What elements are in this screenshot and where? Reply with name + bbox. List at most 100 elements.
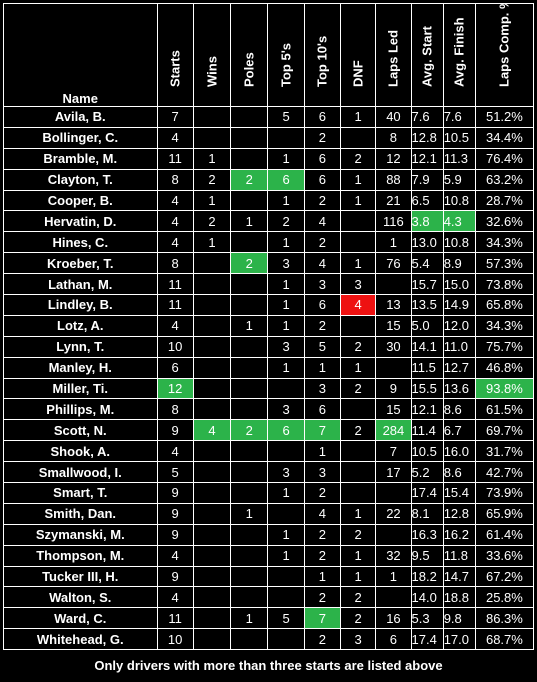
cell-laps-led: 15: [375, 314, 412, 337]
cell-avg-finish: 10.8: [442, 189, 476, 212]
cell-laps-comp: 34.3%: [474, 231, 535, 254]
cell-top5: 1: [267, 189, 305, 212]
cell-starts: 10: [156, 335, 194, 358]
cell-top10: 1: [303, 356, 342, 379]
cell-laps-comp: 93.8%: [474, 377, 535, 400]
cell-wins: 2: [192, 168, 232, 191]
cell-name: Manley, H.: [3, 356, 158, 379]
cell-laps-comp: 46.8%: [474, 356, 535, 379]
cell-avg-start: 13.0: [410, 231, 444, 254]
cell-laps-comp: 73.8%: [474, 273, 535, 296]
cell-avg-start: 15.7: [410, 273, 444, 296]
cell-avg-start: 14.1: [410, 335, 444, 358]
cell-avg-finish: 10.8: [442, 231, 476, 254]
cell-top5: [267, 440, 305, 463]
cell-avg-finish: 17.0: [442, 628, 476, 651]
cell-top5: [267, 126, 305, 149]
cell-poles: [230, 231, 269, 254]
cell-wins: [192, 273, 232, 296]
cell-top5: 3: [267, 252, 305, 275]
cell-poles: 1: [230, 210, 269, 233]
cell-name: Tucker III, H.: [3, 565, 158, 588]
cell-laps-comp: 67.2%: [474, 565, 535, 588]
cell-top10: 3: [303, 377, 342, 400]
cell-poles: [230, 126, 269, 149]
cell-top5: 1: [267, 356, 305, 379]
cell-laps-led: 6: [375, 628, 412, 651]
cell-laps-led: 9: [375, 377, 412, 400]
cell-top5: [267, 377, 305, 400]
table-row: Kroeber, T. 8 2 3 4 1 76 5.4 8.9 57.3%: [3, 252, 535, 275]
cell-laps-comp: 57.3%: [474, 252, 535, 275]
cell-laps-comp: 73.9%: [474, 482, 535, 504]
cell-top5: 1: [267, 482, 305, 504]
cell-avg-finish: 12.7: [442, 356, 476, 379]
cell-starts: 9: [156, 482, 194, 504]
cell-laps-comp: 33.6%: [474, 544, 535, 567]
cell-top10: 6: [303, 398, 342, 421]
cell-top5: 1: [267, 544, 305, 567]
cell-top5: [267, 628, 305, 651]
cell-starts: 4: [156, 189, 194, 212]
cell-poles: [230, 440, 269, 463]
cell-laps-led: 1: [375, 565, 412, 588]
cell-top5: 1: [267, 314, 305, 337]
cell-top5: 5: [267, 106, 305, 128]
cell-avg-finish: 14.9: [442, 294, 476, 316]
cell-wins: [192, 544, 232, 567]
cell-starts: 12: [156, 377, 194, 400]
cell-wins: [192, 502, 232, 525]
cell-laps-led: 116: [375, 210, 412, 233]
cell-dnf: 2: [340, 586, 377, 609]
cell-laps-led: 40: [375, 106, 412, 128]
cell-avg-finish: 16.2: [442, 523, 476, 546]
cell-avg-finish: 15.4: [442, 482, 476, 504]
cell-avg-finish: 10.5: [442, 126, 476, 149]
cell-name: Whitehead, G.: [3, 628, 158, 651]
table-row: Miller, Ti. 12 3 2 9 15.5 13.6 93.8%: [3, 377, 535, 400]
cell-wins: [192, 106, 232, 128]
cell-avg-start: 12.1: [410, 147, 444, 170]
cell-laps-comp: 86.3%: [474, 607, 535, 630]
cell-laps-led: 284: [375, 419, 412, 442]
table-row: Szymanski, M. 9 1 2 2 16.3 16.2 61.4%: [3, 523, 535, 546]
cell-dnf: [340, 440, 377, 463]
header-wins: Wins: [192, 3, 232, 107]
cell-wins: [192, 607, 232, 630]
header-name: Name: [3, 3, 158, 107]
header-dnf: DNF: [340, 3, 377, 107]
cell-starts: 4: [156, 314, 194, 337]
cell-starts: 8: [156, 252, 194, 275]
cell-top5: 1: [267, 273, 305, 296]
header-starts: Starts: [156, 3, 194, 107]
cell-poles: [230, 147, 269, 170]
cell-name: Bollinger, C.: [3, 126, 158, 149]
table-row: Hines, C. 4 1 1 2 1 13.0 10.8 34.3%: [3, 231, 535, 254]
cell-name: Kroeber, T.: [3, 252, 158, 275]
cell-avg-finish: 7.6: [442, 106, 476, 128]
cell-top10: 6: [303, 147, 342, 170]
cell-avg-start: 10.5: [410, 440, 444, 463]
cell-laps-comp: 63.2%: [474, 168, 535, 191]
cell-top10: 1: [303, 440, 342, 463]
cell-avg-finish: 14.7: [442, 565, 476, 588]
cell-dnf: [340, 210, 377, 233]
cell-name: Ward, C.: [3, 607, 158, 630]
cell-starts: 5: [156, 461, 194, 484]
cell-starts: 11: [156, 294, 194, 316]
cell-laps-led: 22: [375, 502, 412, 525]
cell-poles: [230, 106, 269, 128]
cell-name: Smart, T.: [3, 482, 158, 504]
cell-avg-start: 18.2: [410, 565, 444, 588]
cell-dnf: 1: [340, 252, 377, 275]
cell-top10: 2: [303, 189, 342, 212]
cell-laps-comp: 32.6%: [474, 210, 535, 233]
cell-avg-finish: 16.0: [442, 440, 476, 463]
cell-name: Walton, S.: [3, 586, 158, 609]
cell-laps-comp: 61.5%: [474, 398, 535, 421]
cell-avg-start: 9.5: [410, 544, 444, 567]
cell-top5: 5: [267, 607, 305, 630]
cell-top10: 4: [303, 210, 342, 233]
cell-laps-led: 88: [375, 168, 412, 191]
cell-starts: 9: [156, 565, 194, 588]
